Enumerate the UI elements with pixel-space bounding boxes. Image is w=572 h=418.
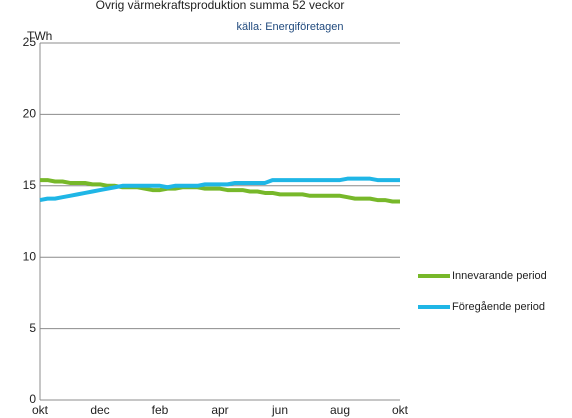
legend-label: Föregående period [452,301,545,313]
line-series [40,178,400,204]
y-tick-label: 0 [29,392,36,406]
line-series [39,176,400,203]
x-tick-label: feb [152,403,169,417]
y-tick-label: 10 [23,249,37,263]
y-tick-label: 25 [23,35,37,49]
x-tick-label: apr [211,403,228,417]
y-tick-label: 5 [29,321,36,335]
chart-subtitle: källa: Energiföretagen [236,21,343,33]
x-tick-label: okt [32,403,49,417]
legend-label: Innevarande period [452,270,547,282]
x-tick-label: aug [330,403,350,417]
y-tick-label: 15 [23,178,37,192]
x-tick-label: jun [271,403,288,417]
x-tick-label: okt [392,403,409,417]
x-tick-label: dec [90,403,109,417]
y-axis-label: TWh [27,29,52,43]
chart-title: Övrig värmekraftsproduktion summa 52 vec… [96,0,345,12]
y-tick-label: 20 [23,107,37,121]
